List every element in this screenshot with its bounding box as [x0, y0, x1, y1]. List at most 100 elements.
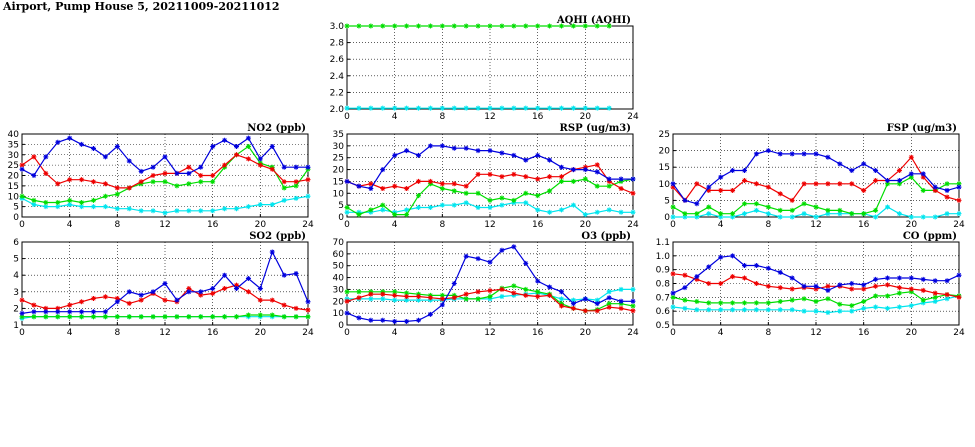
data-point [416, 152, 421, 158]
data-point [380, 186, 386, 192]
data-point [475, 148, 481, 154]
data-point [885, 293, 890, 299]
data-point [102, 193, 108, 199]
y-tick-label: 50 [333, 262, 345, 272]
data-point [885, 282, 890, 288]
data-point [849, 281, 855, 286]
x-tick-label: 12 [484, 220, 495, 230]
series-1 [670, 293, 962, 316]
data-point [801, 151, 807, 157]
data-point [559, 174, 564, 180]
data-point [535, 193, 541, 199]
y-tick-label: 2.4 [330, 72, 345, 82]
data-point [523, 292, 529, 298]
data-point [174, 208, 180, 214]
data-point [582, 296, 588, 302]
y-tick-label: 0.9 [656, 266, 671, 276]
data-point [368, 207, 374, 213]
y-tick-label: 2.6 [330, 55, 345, 65]
data-point [606, 105, 612, 111]
data-point [570, 202, 576, 208]
data-point [31, 173, 37, 178]
data-point [67, 302, 73, 308]
data-point [257, 162, 263, 168]
data-point [706, 187, 712, 193]
data-point [499, 23, 505, 29]
data-point [932, 184, 938, 190]
data-point [198, 173, 204, 178]
data-point [861, 298, 867, 304]
data-point [606, 183, 612, 189]
data-point [344, 205, 350, 211]
series-3 [344, 286, 636, 314]
data-point [186, 164, 192, 170]
series-4 [344, 143, 636, 192]
data-point [511, 171, 517, 177]
data-point [31, 309, 37, 315]
data-point [416, 317, 421, 323]
data-point [896, 177, 902, 183]
data-point [499, 294, 505, 300]
data-point [222, 137, 228, 143]
data-point [475, 205, 481, 211]
data-point [487, 294, 493, 300]
data-point [606, 295, 612, 301]
data-point [245, 204, 251, 210]
data-point [222, 162, 228, 168]
data-point [55, 139, 61, 145]
data-point [380, 105, 386, 111]
y-tick-label: 5 [13, 255, 19, 265]
y-tick-label: 35 [8, 140, 19, 150]
data-point [523, 260, 529, 266]
y-tick-label: 1.1 [656, 238, 670, 248]
data-point [956, 272, 962, 278]
data-point [706, 281, 712, 286]
data-point [79, 314, 85, 320]
data-point [670, 214, 676, 220]
data-point [439, 186, 445, 192]
data-point [79, 141, 85, 147]
data-point [281, 302, 287, 308]
data-point [150, 179, 156, 185]
data-point [31, 154, 37, 160]
data-point [789, 151, 795, 157]
data-point [43, 314, 49, 320]
data-point [91, 146, 96, 152]
data-point [582, 212, 588, 218]
chart-title: FSP (ug/m3) [887, 123, 957, 134]
data-point [706, 184, 712, 190]
data-point [523, 105, 529, 111]
data-point [234, 282, 239, 288]
data-point [368, 296, 374, 302]
x-tick-label: 0 [344, 220, 350, 230]
data-point [380, 207, 386, 213]
data-point [559, 289, 564, 295]
data-point [293, 179, 299, 185]
data-point [463, 190, 469, 196]
data-point [162, 179, 168, 185]
data-point [682, 272, 688, 278]
x-tick-label: 8 [439, 112, 445, 122]
data-point [630, 286, 636, 292]
data-point [281, 314, 287, 320]
data-point [559, 105, 564, 111]
data-point [765, 211, 771, 217]
data-point [31, 314, 37, 320]
data-point [753, 181, 759, 187]
data-point [55, 199, 61, 205]
data-point [777, 207, 783, 213]
data-point [694, 211, 700, 217]
data-point [618, 186, 624, 192]
data-point [730, 214, 736, 220]
data-point [463, 296, 469, 302]
data-point [210, 143, 216, 149]
data-point [281, 179, 287, 185]
data-point [91, 204, 96, 210]
data-point [777, 151, 783, 157]
series-3 [19, 282, 311, 313]
data-point [559, 303, 564, 309]
y-tick-label: 5 [13, 203, 19, 213]
data-point [837, 301, 843, 307]
data-point [451, 281, 457, 286]
data-point [594, 169, 600, 175]
